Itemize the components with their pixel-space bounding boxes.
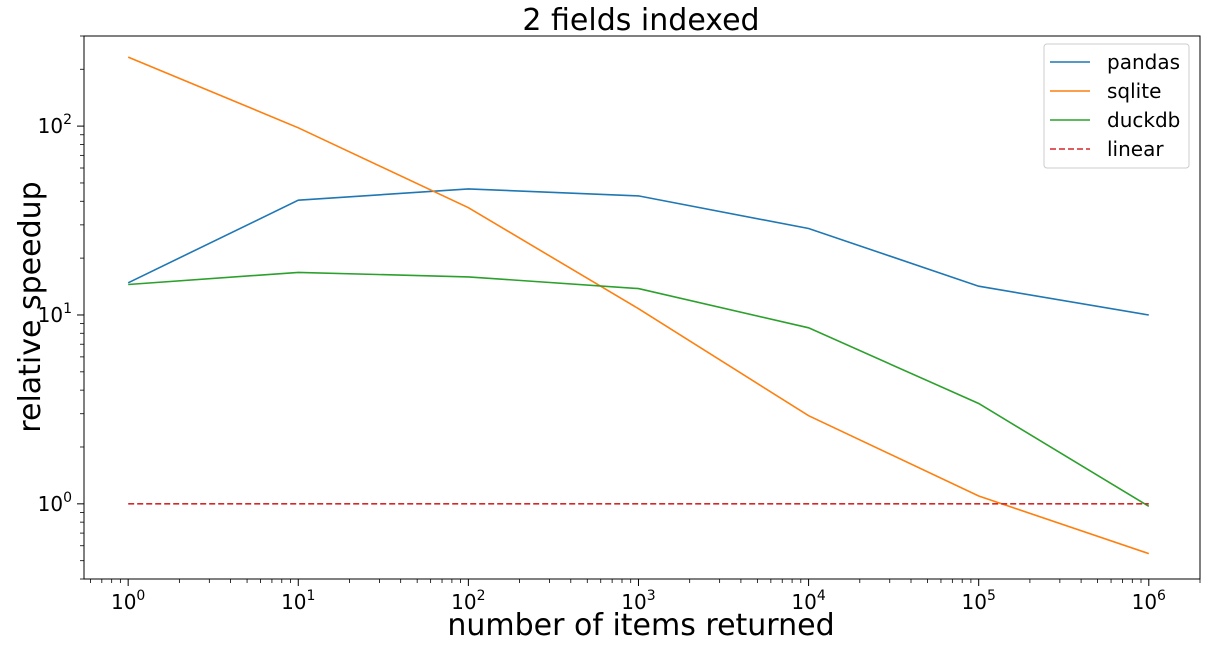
x-tick-label: 103 xyxy=(621,588,655,614)
chart-title: 2 fields indexed xyxy=(522,3,759,38)
series-line-duckdb xyxy=(128,271,1150,507)
y-tick-label: 100 xyxy=(38,490,72,516)
legend-label-sqlite: sqlite xyxy=(1107,79,1161,103)
x-tick-label: 104 xyxy=(791,588,825,614)
x-tick-label: 102 xyxy=(451,588,485,614)
legend-label-linear: linear xyxy=(1107,137,1164,161)
legend-label-pandas: pandas xyxy=(1107,50,1180,74)
x-axis-label: number of items returned xyxy=(447,608,834,643)
series-line-sqlite xyxy=(127,56,1150,555)
x-tick-label: 100 xyxy=(111,588,145,614)
y-axis-label: relative speedup xyxy=(13,181,48,432)
y-tick-label: 101 xyxy=(38,301,72,327)
x-tick-label: 106 xyxy=(1132,588,1166,614)
x-tick-label: 101 xyxy=(281,588,315,614)
legend-label-duckdb: duckdb xyxy=(1107,108,1180,132)
axis-ticks: 100 101 102 103 104 105 106 100 101 102 xyxy=(38,35,1201,614)
x-tick-label: 105 xyxy=(962,588,996,614)
y-tick-label: 102 xyxy=(38,112,72,138)
legend-box xyxy=(1043,43,1190,169)
plot-frame xyxy=(83,35,1201,580)
plot-series xyxy=(127,56,1150,555)
series-line-pandas xyxy=(127,188,1149,316)
legend: pandas sqlite duckdb linear xyxy=(1043,43,1190,169)
